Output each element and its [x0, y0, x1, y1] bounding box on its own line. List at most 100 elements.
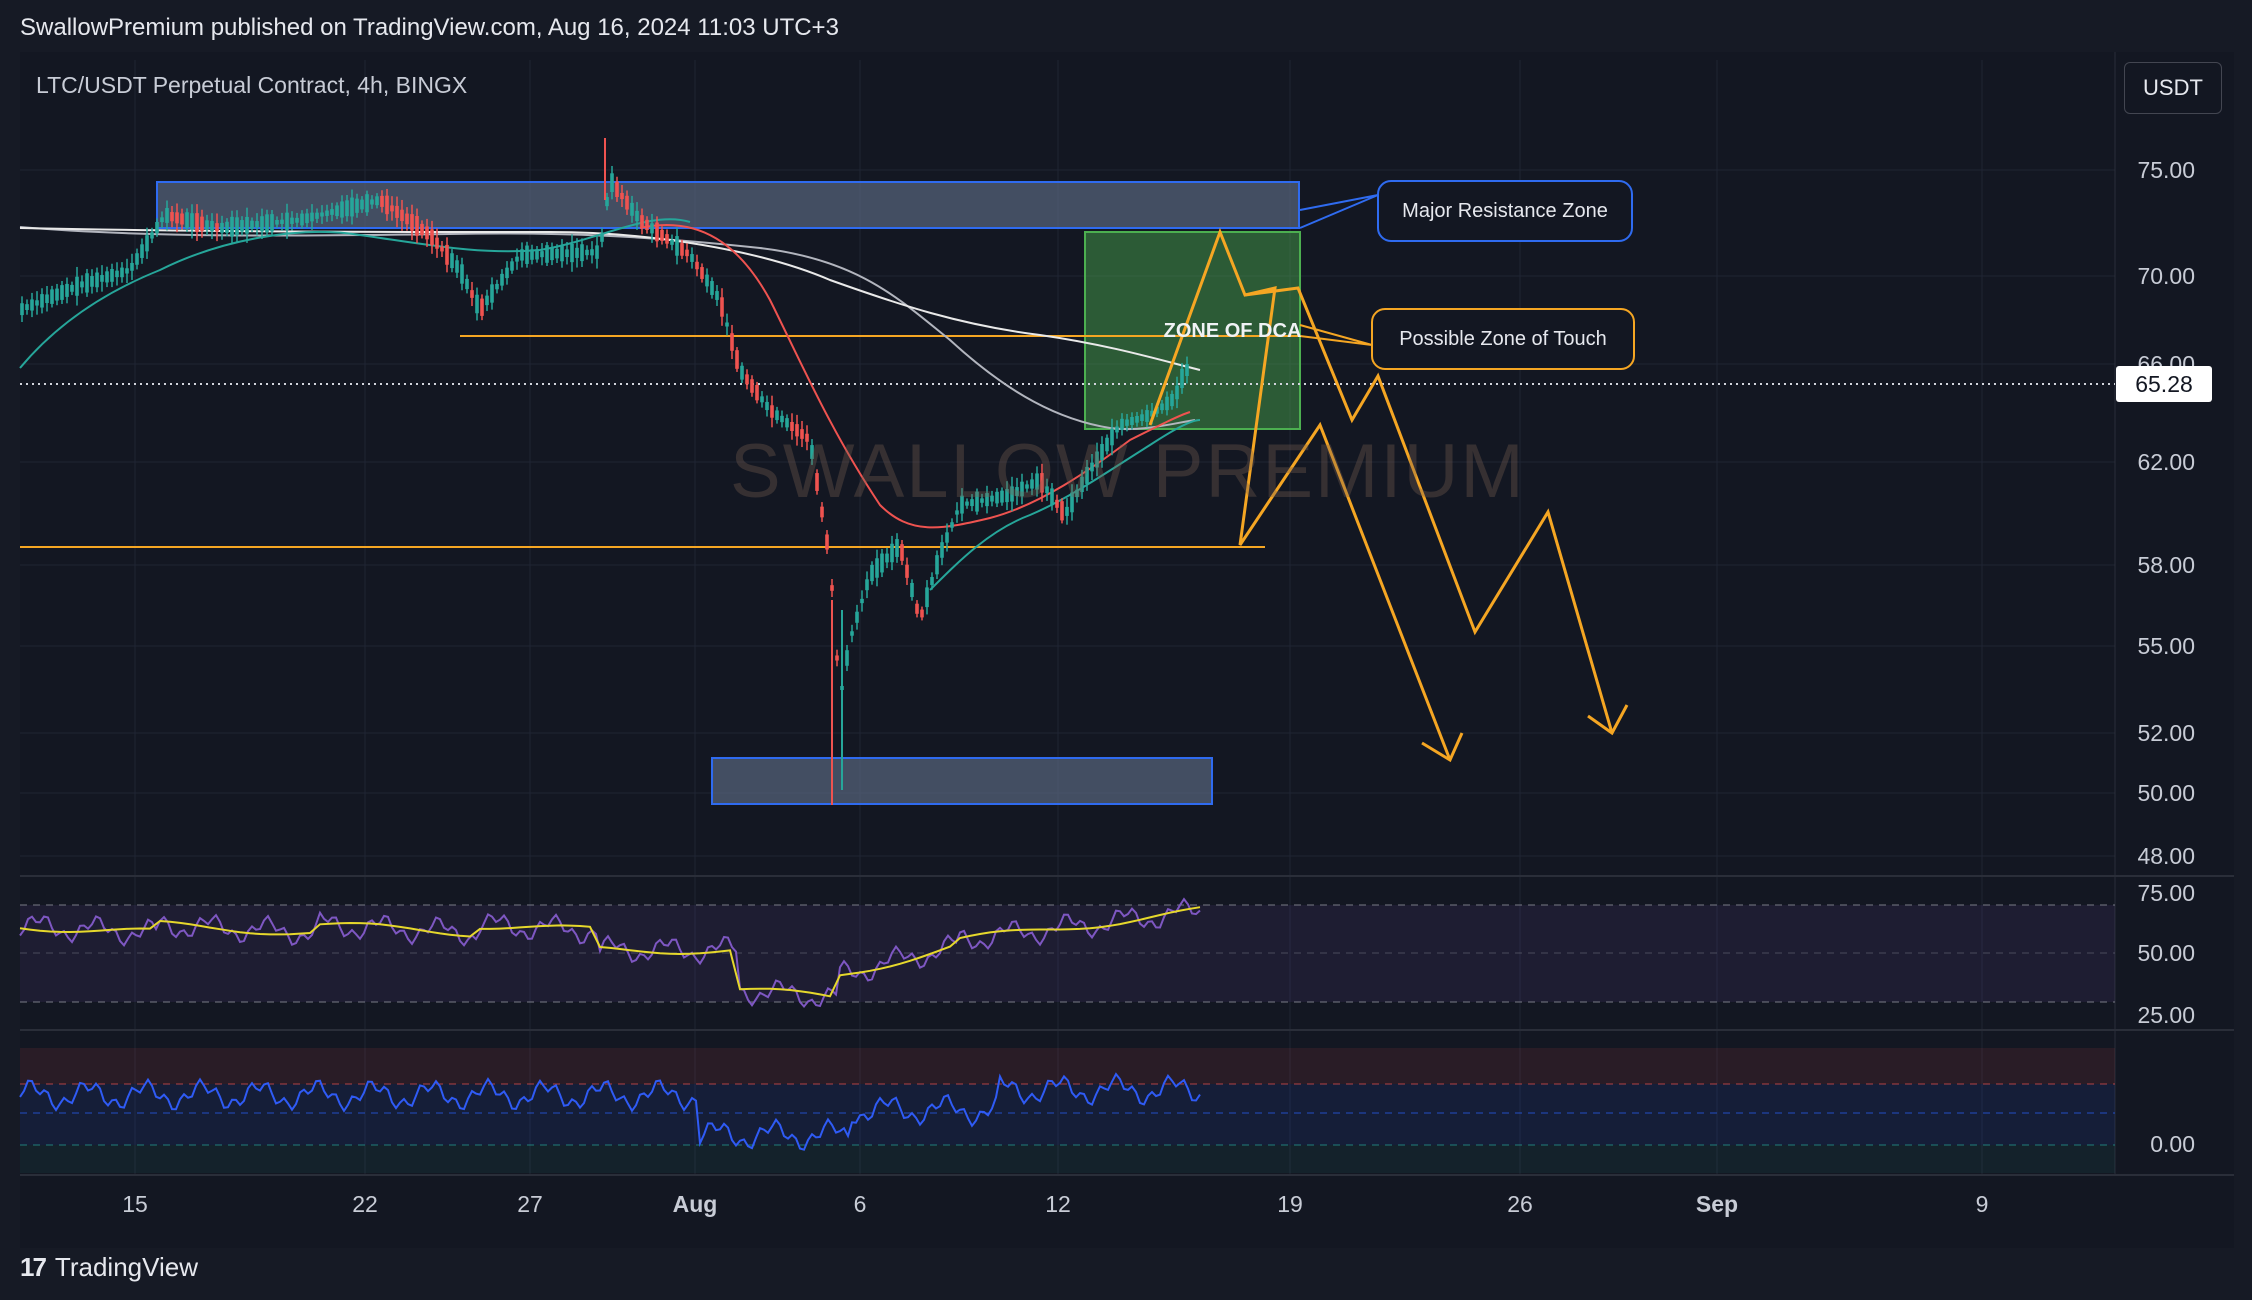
candle-body	[180, 213, 184, 225]
oscillator-tick: 0.00	[2150, 1131, 2195, 1157]
candle-body	[320, 212, 324, 217]
candle-body	[1010, 486, 1014, 502]
candle-body	[35, 300, 39, 306]
candle-body	[340, 201, 344, 218]
candle-body	[735, 350, 739, 369]
candle-body	[890, 543, 894, 563]
candle-body	[895, 539, 899, 557]
candle-body	[425, 226, 429, 240]
candle-body	[810, 445, 814, 459]
candle-body	[95, 272, 99, 288]
candle-body	[915, 603, 919, 614]
candle-body	[280, 219, 284, 224]
candle-body	[560, 245, 564, 262]
oscillator-axis: 0.00	[2150, 1131, 2195, 1157]
candle-body	[450, 253, 454, 269]
resistance-zone	[156, 181, 1300, 229]
candle-body	[730, 333, 734, 351]
candle-body	[1145, 410, 1149, 422]
candle-body	[215, 223, 219, 232]
candle-body	[575, 247, 579, 258]
candle-body	[850, 631, 854, 636]
candle-body	[1045, 486, 1049, 494]
chart-frame[interactable]	[20, 52, 2234, 1248]
ma-red	[639, 224, 1191, 529]
candle-body	[875, 558, 879, 578]
candle-body	[350, 197, 354, 217]
candle-body	[395, 205, 399, 218]
candle-body	[995, 491, 999, 504]
candle-body	[60, 285, 64, 300]
candle-body	[260, 216, 264, 232]
candle-body	[1105, 437, 1109, 452]
candle-body	[1155, 406, 1159, 414]
candle-body	[965, 501, 969, 506]
projection-path-1	[1148, 227, 1452, 761]
brand-name: TradingView	[54, 1252, 198, 1282]
candle-body	[960, 495, 964, 514]
candle-body	[285, 212, 289, 230]
candle-body	[595, 245, 599, 259]
candle-body	[870, 564, 874, 582]
candle-body	[885, 553, 889, 563]
candle-body	[495, 283, 499, 290]
candle-body	[525, 245, 529, 264]
candle-body	[1030, 479, 1034, 489]
candle-body	[970, 499, 974, 507]
date-tick: 19	[1277, 1191, 1303, 1217]
currency-unit-button[interactable]: USDT	[2124, 62, 2222, 114]
candle-body	[685, 249, 689, 257]
projection-arrow-2	[1587, 704, 1629, 736]
candle-body	[955, 510, 959, 515]
candle-body	[1165, 396, 1169, 411]
candle-body	[695, 261, 699, 270]
candle-body	[615, 181, 619, 197]
candle-body	[210, 220, 214, 232]
candle-body	[250, 220, 254, 229]
candle-body	[45, 294, 49, 304]
candle-body	[160, 217, 164, 223]
candle-body	[975, 491, 979, 512]
candle-body	[150, 232, 154, 239]
candle-body	[400, 209, 404, 222]
candle-body	[360, 199, 364, 210]
candle-body	[580, 244, 584, 262]
price-tick: 70.00	[2137, 263, 2195, 289]
candle-body	[855, 611, 859, 623]
ma-white	[19, 226, 1196, 431]
price-tick: 62.00	[2137, 449, 2195, 475]
date-tick: 26	[1507, 1191, 1533, 1217]
price-tick: 75.00	[2137, 157, 2195, 183]
candle-body	[420, 223, 424, 235]
candle-body	[1085, 466, 1089, 484]
candle-body	[825, 534, 829, 550]
candle-body	[750, 379, 754, 393]
price-candles	[20, 138, 1189, 805]
candle-body	[300, 213, 304, 226]
candle-body	[710, 281, 714, 295]
candle-body	[780, 415, 784, 423]
resistance-callout[interactable]: Major Resistance Zone	[1377, 180, 1633, 242]
candle-body	[70, 284, 74, 292]
candle-body	[165, 208, 169, 223]
price-tick: 52.00	[2137, 720, 2195, 746]
rsi-tick: 50.00	[2137, 940, 2195, 966]
candle-body	[715, 291, 719, 300]
ma-green	[19, 218, 1201, 591]
tradingview-brand[interactable]: 17 TradingView	[20, 1252, 198, 1283]
candle-body	[290, 217, 294, 224]
candle-body	[25, 304, 29, 311]
resistance-connector	[1299, 194, 1379, 229]
candle-body	[760, 396, 764, 403]
candle-body	[755, 385, 759, 401]
touch-callout[interactable]: Possible Zone of Touch	[1371, 308, 1635, 370]
candle-body	[415, 215, 419, 236]
rsi-axis: 75.00 50.00 25.00	[2137, 880, 2195, 1028]
candle-body	[125, 268, 129, 274]
candle-body	[900, 544, 904, 561]
date-tick: Sep	[1696, 1191, 1738, 1217]
candle-body	[660, 229, 664, 241]
candle-body	[980, 498, 984, 503]
candle-body	[1015, 487, 1019, 496]
